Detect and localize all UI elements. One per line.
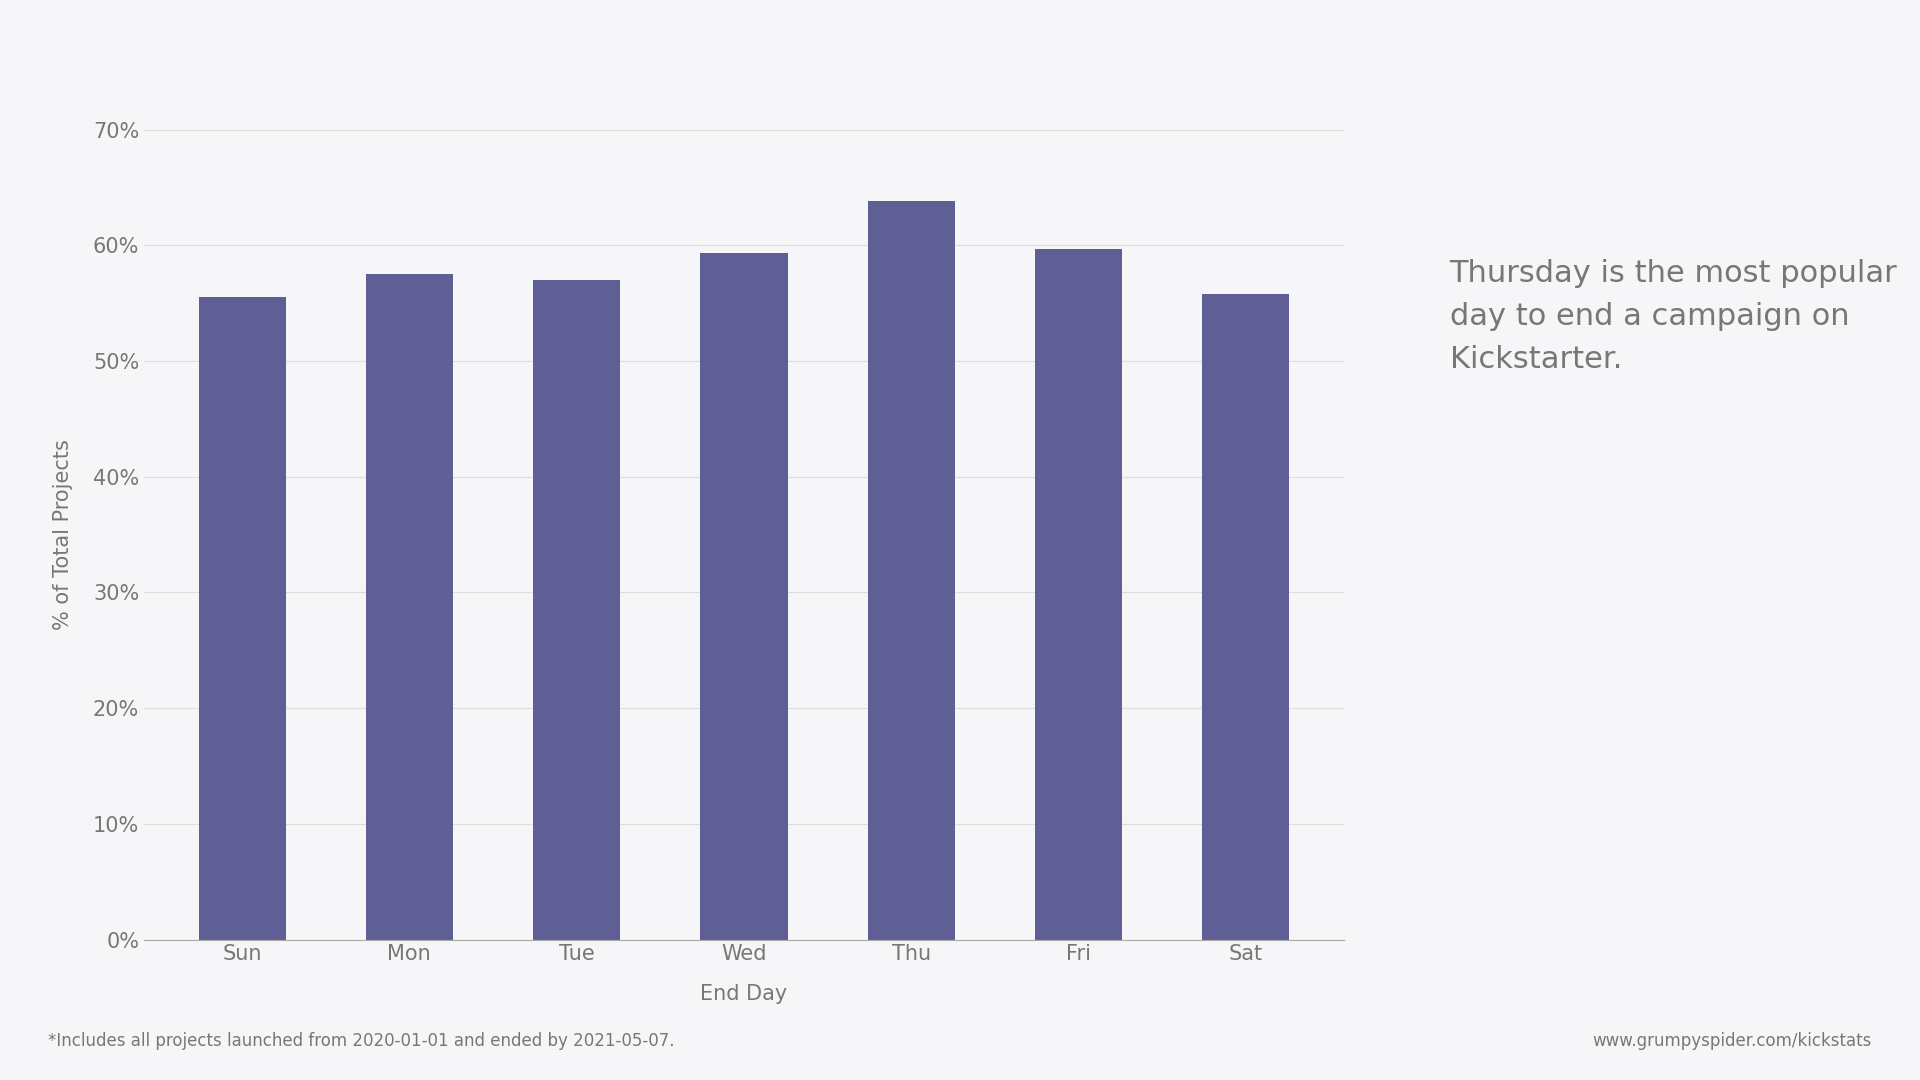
Text: *Includes all projects launched from 2020-01-01 and ended by 2021-05-07.: *Includes all projects launched from 202… xyxy=(48,1031,674,1050)
Bar xyxy=(1202,294,1290,940)
Bar xyxy=(198,297,286,940)
X-axis label: End Day: End Day xyxy=(701,984,787,1004)
Text: Thursday is the most popular
day to end a campaign on
Kickstarter.: Thursday is the most popular day to end … xyxy=(1450,259,1897,374)
Bar xyxy=(534,280,620,940)
Y-axis label: % of Total Projects: % of Total Projects xyxy=(54,440,73,630)
Text: www.grumpyspider.com/kickstats: www.grumpyspider.com/kickstats xyxy=(1592,1031,1872,1050)
Bar xyxy=(701,254,787,940)
Bar xyxy=(868,201,954,940)
Bar xyxy=(367,274,453,940)
Bar xyxy=(1035,248,1121,940)
